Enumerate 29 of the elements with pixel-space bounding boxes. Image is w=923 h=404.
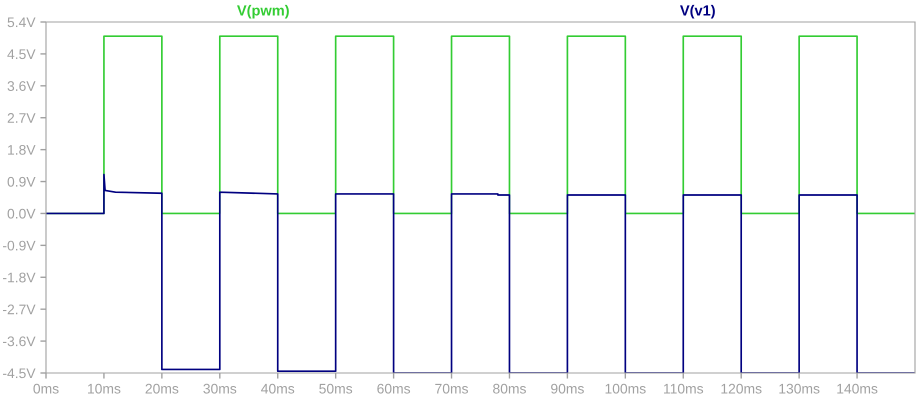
y-tick-label: 5.4V [8, 17, 36, 28]
x-tick-label: 90ms [551, 384, 584, 394]
x-tick-label: 60ms [377, 384, 410, 394]
y-tick-label: -0.9V [3, 240, 36, 251]
x-tick-label: 10ms [88, 384, 120, 394]
x-tick-label: 20ms [146, 384, 178, 394]
x-tick-label: 0ms [33, 384, 59, 394]
series-label: V(pwm) [237, 4, 289, 18]
x-tick-label: 140ms [837, 384, 878, 394]
y-tick-label: 0.9V [8, 176, 36, 187]
x-tick-label: 130ms [779, 384, 820, 394]
y-tick-label: 3.6V [8, 81, 36, 91]
x-tick-label: 70ms [435, 384, 468, 394]
y-tick-label: -2.7V [3, 304, 36, 314]
x-tick-label: 80ms [493, 384, 526, 394]
x-tick-label: 50ms [319, 384, 352, 394]
y-tick-label: 0.0V [8, 208, 36, 219]
y-tick-label: -1.8V [3, 272, 36, 282]
x-tick-label: 40ms [261, 384, 294, 394]
text: V(v1) [680, 4, 715, 18]
y-tick-label: 2.7V [8, 113, 36, 123]
y-tick-label: 4.5V [7, 49, 36, 60]
y-tick-label: -4.5V [3, 368, 36, 378]
x-tick-label: 110ms [664, 384, 704, 394]
y-tick-label: 1.8V [8, 144, 36, 155]
y-tick-label: -3.6V [3, 336, 36, 346]
x-tick-label: 30ms [203, 384, 236, 394]
x-tick-label: 120ms [721, 384, 762, 394]
x-tick-label: 100ms [606, 384, 646, 394]
